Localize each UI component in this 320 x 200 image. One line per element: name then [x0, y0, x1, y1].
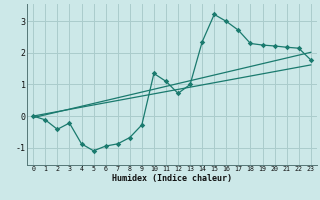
X-axis label: Humidex (Indice chaleur): Humidex (Indice chaleur): [112, 174, 232, 183]
